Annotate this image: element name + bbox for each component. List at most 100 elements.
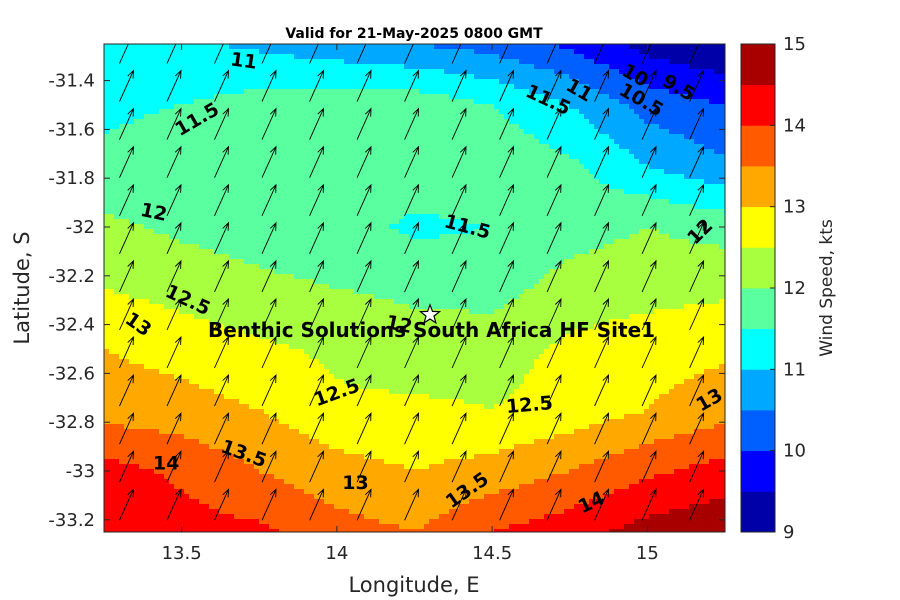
field-cell <box>564 114 570 120</box>
field-cell <box>339 239 345 245</box>
field-cell <box>199 209 205 215</box>
field-cell <box>494 184 500 190</box>
field-cell <box>489 149 495 155</box>
field-cell <box>594 144 600 150</box>
field-cell <box>684 159 690 165</box>
field-cell <box>129 84 135 90</box>
field-cell <box>199 59 205 65</box>
field-cell <box>479 169 485 175</box>
field-cell <box>459 59 465 65</box>
field-cell <box>634 194 640 200</box>
field-cell <box>354 124 360 130</box>
field-cell <box>194 54 200 60</box>
field-cell <box>524 199 530 205</box>
field-cell <box>154 169 160 175</box>
field-cell <box>274 84 280 90</box>
field-cell <box>379 194 385 200</box>
field-cell <box>259 139 265 145</box>
field-cell <box>449 84 455 90</box>
field-cell <box>359 174 365 180</box>
field-cell <box>674 119 680 125</box>
field-cell <box>424 49 430 55</box>
field-cell <box>134 94 140 100</box>
field-cell <box>669 69 675 75</box>
field-cell <box>264 199 270 205</box>
field-cell <box>329 54 335 60</box>
field-cell <box>249 219 255 225</box>
field-cell <box>704 204 710 210</box>
field-cell <box>504 224 510 230</box>
field-cell <box>254 94 260 100</box>
field-cell <box>389 209 395 215</box>
field-cell <box>539 169 545 175</box>
field-cell <box>379 154 385 160</box>
field-cell <box>249 224 255 230</box>
field-cell <box>554 129 560 135</box>
field-cell <box>629 159 635 165</box>
field-cell <box>269 134 275 140</box>
field-cell <box>289 64 295 70</box>
field-cell <box>239 164 245 170</box>
field-cell <box>254 229 260 235</box>
field-cell <box>199 169 205 175</box>
field-cell <box>504 94 510 100</box>
field-cell <box>464 149 470 155</box>
field-cell <box>269 124 275 130</box>
field-cell <box>664 59 670 65</box>
field-cell <box>464 179 470 185</box>
field-cell <box>654 134 660 140</box>
field-cell <box>344 129 350 135</box>
field-cell <box>254 69 260 75</box>
field-cell <box>379 144 385 150</box>
field-cell <box>584 69 590 75</box>
field-cell <box>659 184 665 190</box>
field-cell <box>179 239 185 245</box>
field-cell <box>339 139 345 145</box>
field-cell <box>354 64 360 70</box>
field-cell <box>369 189 375 195</box>
field-cell <box>419 84 425 90</box>
field-cell <box>329 44 335 50</box>
field-cell <box>384 174 390 180</box>
field-cell <box>484 44 490 50</box>
field-cell <box>314 224 320 230</box>
field-cell <box>319 169 325 175</box>
field-cell <box>539 109 545 115</box>
field-cell <box>259 234 265 240</box>
field-cell <box>564 214 570 220</box>
field-cell <box>159 59 165 65</box>
field-cell <box>279 194 285 200</box>
field-cell <box>254 154 260 160</box>
field-cell <box>574 194 580 200</box>
field-cell <box>159 109 165 115</box>
field-cell <box>474 74 480 80</box>
field-cell <box>344 169 350 175</box>
field-cell <box>329 239 335 245</box>
field-cell <box>619 44 625 50</box>
field-cell <box>644 84 650 90</box>
field-cell <box>564 139 570 145</box>
field-cell <box>649 104 655 110</box>
field-cell <box>359 104 365 110</box>
field-cell <box>634 99 640 105</box>
field-cell <box>159 114 165 120</box>
field-cell <box>104 129 110 135</box>
field-cell <box>264 224 270 230</box>
field-cell <box>544 189 550 195</box>
field-cell <box>549 189 555 195</box>
field-cell <box>289 174 295 180</box>
field-cell <box>559 79 565 85</box>
field-cell <box>179 114 185 120</box>
field-cell <box>609 239 615 245</box>
field-cell <box>414 219 420 225</box>
field-cell <box>449 149 455 155</box>
field-cell <box>684 154 690 160</box>
field-cell <box>299 124 305 130</box>
field-cell <box>404 214 410 220</box>
field-cell <box>459 174 465 180</box>
field-cell <box>204 209 210 215</box>
field-cell <box>154 224 160 230</box>
field-cell <box>654 179 660 185</box>
field-cell <box>469 69 475 75</box>
field-cell <box>679 49 685 55</box>
